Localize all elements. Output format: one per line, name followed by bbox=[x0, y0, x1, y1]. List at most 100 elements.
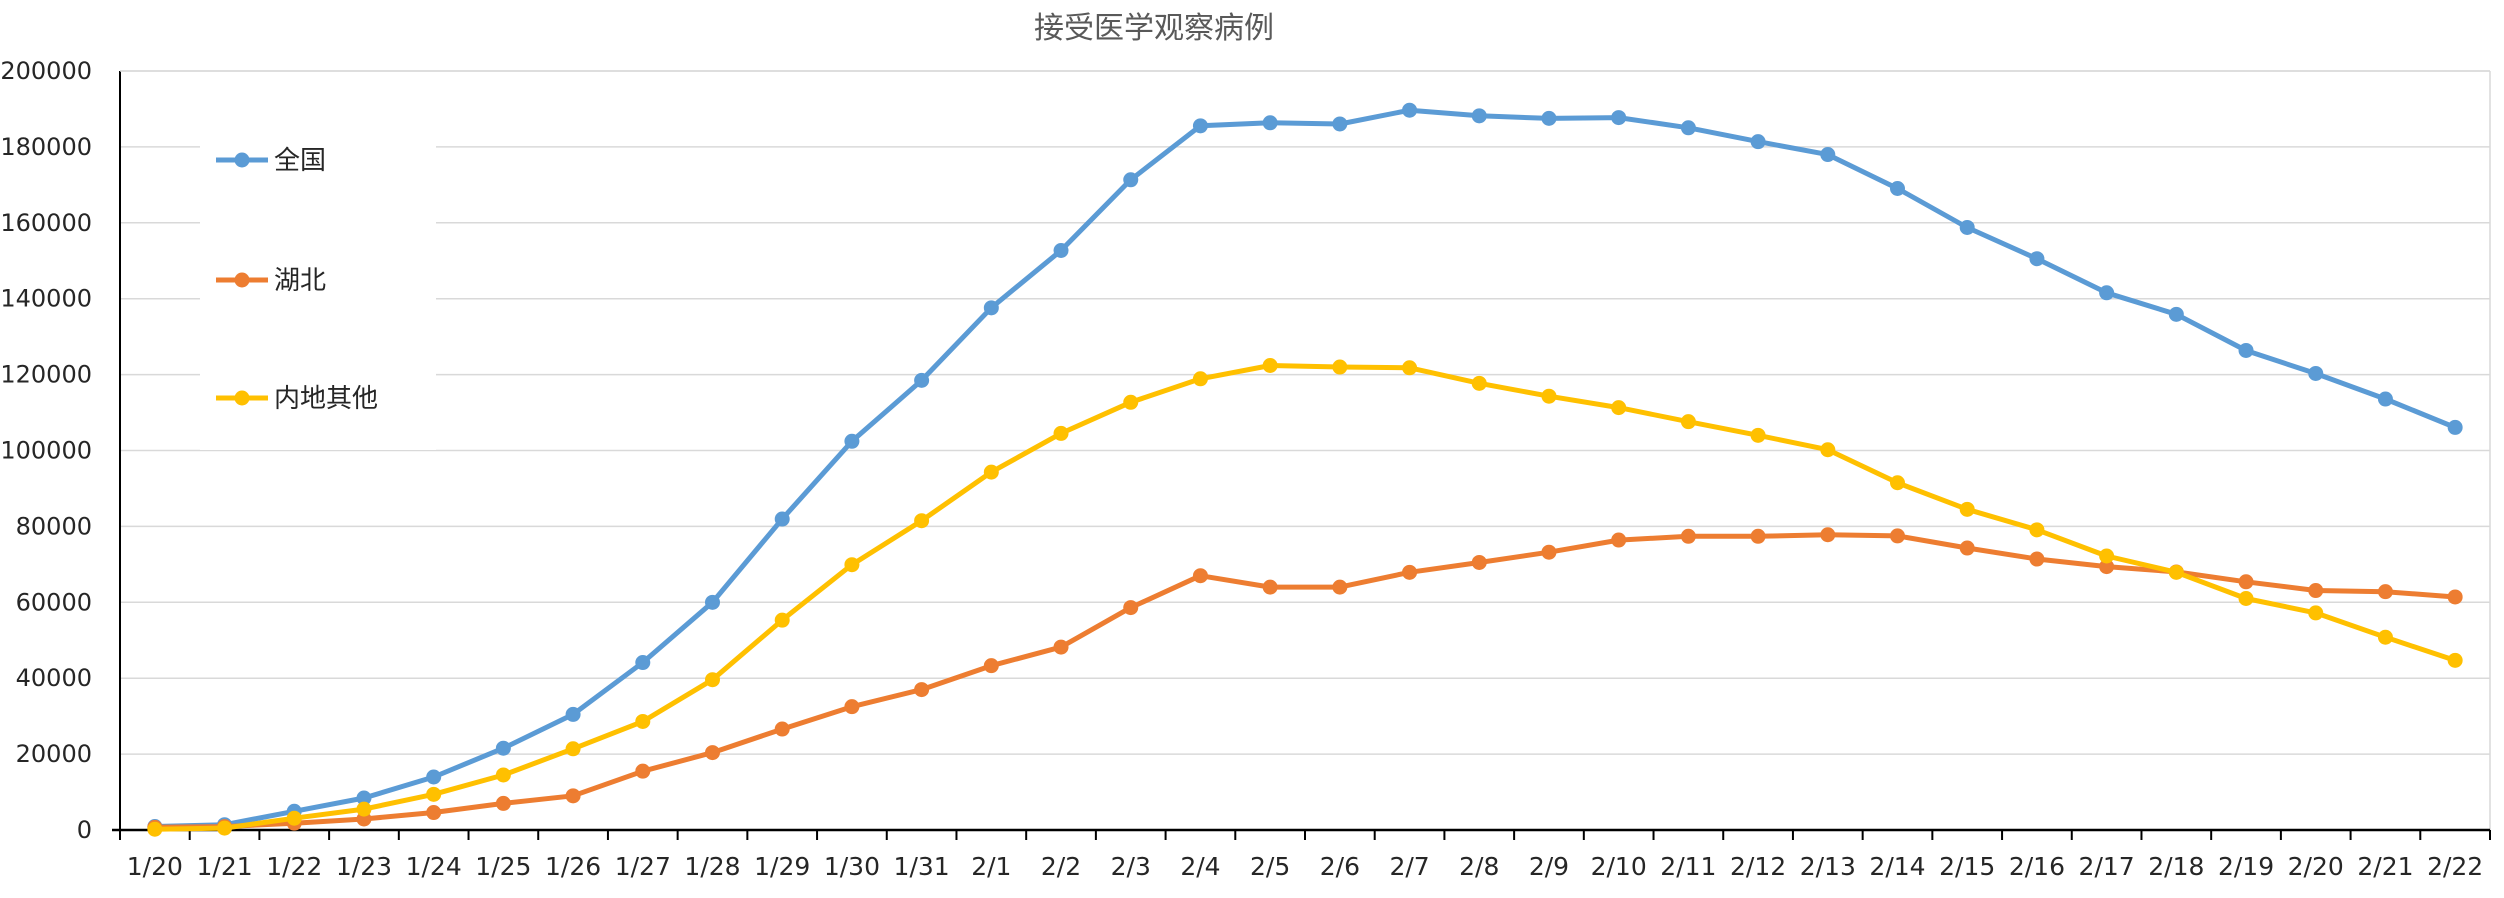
data-point bbox=[2238, 342, 2254, 358]
data-point bbox=[1192, 371, 1208, 387]
data-point bbox=[2238, 574, 2254, 590]
data-point bbox=[705, 672, 720, 688]
x-tick-label: 2/8 bbox=[1459, 852, 1499, 881]
series-2 bbox=[147, 527, 2463, 835]
x-tick-label: 2/14 bbox=[1869, 852, 1925, 881]
x-tick-label: 2/16 bbox=[2009, 852, 2065, 881]
data-point bbox=[1123, 600, 1139, 616]
data-point bbox=[635, 713, 651, 729]
data-point bbox=[1820, 442, 1836, 458]
data-point bbox=[1890, 528, 1905, 544]
x-tick-label: 1/23 bbox=[336, 852, 392, 881]
series-3 bbox=[147, 357, 2463, 837]
data-point bbox=[495, 740, 511, 756]
data-point bbox=[1820, 147, 1836, 163]
data-point bbox=[2168, 564, 2184, 580]
data-point bbox=[565, 741, 581, 757]
data-point bbox=[2168, 306, 2184, 322]
data-point bbox=[1680, 120, 1696, 136]
y-tick-label: 140000 bbox=[0, 285, 92, 313]
y-tick-label: 40000 bbox=[16, 664, 92, 692]
data-point bbox=[1959, 501, 1975, 517]
x-tick-label: 2/3 bbox=[1111, 852, 1151, 881]
legend-swatch-marker bbox=[234, 272, 250, 288]
data-point bbox=[1680, 414, 1696, 430]
data-point bbox=[1471, 108, 1487, 124]
data-point bbox=[1262, 357, 1278, 373]
data-point bbox=[2308, 583, 2324, 599]
data-point bbox=[1541, 110, 1557, 126]
data-point bbox=[2029, 551, 2045, 567]
x-tick-label: 2/15 bbox=[1939, 852, 1995, 881]
data-point bbox=[1332, 579, 1348, 595]
data-point bbox=[1750, 528, 1766, 544]
data-point bbox=[1890, 475, 1905, 491]
data-point bbox=[1611, 110, 1627, 126]
data-point bbox=[2377, 584, 2393, 600]
x-tick-label: 2/11 bbox=[1660, 852, 1716, 881]
data-point bbox=[426, 769, 442, 785]
series-line bbox=[152, 107, 2458, 829]
data-point bbox=[2308, 605, 2324, 621]
x-tick-label: 1/29 bbox=[754, 852, 810, 881]
chart-title: 接受医学观察病例 bbox=[1034, 11, 1274, 46]
data-point bbox=[565, 706, 581, 722]
data-point bbox=[983, 464, 999, 480]
data-point bbox=[1192, 568, 1208, 584]
data-point bbox=[356, 801, 372, 817]
y-tick-label: 160000 bbox=[0, 209, 92, 237]
data-point bbox=[495, 767, 511, 783]
data-point bbox=[1332, 359, 1348, 375]
data-point bbox=[426, 805, 442, 821]
x-tick-label: 1/24 bbox=[406, 852, 462, 881]
data-point bbox=[1332, 116, 1348, 132]
x-tick-label: 1/21 bbox=[196, 852, 252, 881]
data-point bbox=[1541, 544, 1557, 560]
data-point bbox=[1402, 360, 1418, 376]
data-point bbox=[1820, 527, 1836, 543]
legend-item: 湖北 bbox=[216, 266, 326, 296]
data-point bbox=[1890, 180, 1905, 196]
y-tick-label: 180000 bbox=[0, 133, 92, 161]
y-tick-label: 0 bbox=[77, 816, 92, 844]
data-point bbox=[1680, 528, 1696, 544]
data-point bbox=[356, 790, 372, 806]
data-point bbox=[774, 721, 790, 737]
series-1 bbox=[147, 102, 2463, 835]
series-line bbox=[152, 363, 2458, 832]
data-point bbox=[2099, 285, 2115, 301]
data-point bbox=[844, 699, 860, 715]
data-point bbox=[286, 810, 302, 826]
data-point bbox=[844, 557, 860, 573]
data-point bbox=[914, 682, 930, 698]
x-tick-label: 2/13 bbox=[1800, 852, 1856, 881]
data-point bbox=[705, 594, 720, 610]
legend-item: 全国 bbox=[216, 146, 326, 176]
y-axis: 0 20000 40000 60000 80000 100000 120000 140000 1… bbox=[0, 57, 2491, 844]
x-tick-label: 1/26 bbox=[545, 852, 601, 881]
x-tick-label: 2/10 bbox=[1591, 852, 1647, 881]
data-point bbox=[983, 300, 999, 316]
series-line bbox=[152, 532, 2458, 830]
data-point bbox=[1471, 375, 1487, 391]
x-tick-label: 2/6 bbox=[1320, 852, 1360, 881]
data-point bbox=[1053, 243, 1069, 259]
data-point bbox=[1053, 425, 1069, 441]
x-tick-label: 1/31 bbox=[894, 852, 950, 881]
data-point bbox=[1123, 172, 1139, 188]
data-point bbox=[2099, 559, 2115, 575]
data-point bbox=[1402, 102, 1418, 118]
data-point bbox=[1541, 388, 1557, 404]
data-point bbox=[705, 745, 720, 761]
legend-label: 湖北 bbox=[274, 266, 326, 296]
x-tick-label: 1/20 bbox=[127, 852, 183, 881]
data-point bbox=[914, 513, 930, 529]
x-tick-label: 2/7 bbox=[1389, 852, 1429, 881]
data-point bbox=[844, 433, 860, 449]
x-tick-label: 2/18 bbox=[2148, 852, 2204, 881]
x-tick-label: 1/27 bbox=[615, 852, 671, 881]
legend-item: 内地其他 bbox=[216, 384, 378, 414]
series-lines bbox=[147, 102, 2463, 837]
x-axis: 1/20 1/21 1/22 1/23 1/24 1/25 1/26 1/27 1/28 1/29… bbox=[112, 828, 2491, 881]
